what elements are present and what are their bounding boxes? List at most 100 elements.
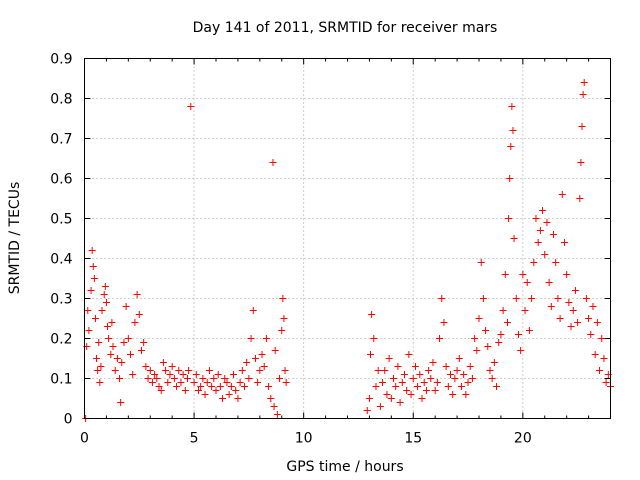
- data-point: [539, 207, 547, 214]
- data-point: [471, 335, 479, 342]
- data-point: [482, 327, 490, 334]
- data-point: [396, 399, 404, 406]
- data-point: [477, 259, 485, 266]
- data-point: [558, 191, 566, 198]
- data-point: [571, 287, 579, 294]
- data-point: [569, 307, 577, 314]
- data-point: [376, 403, 384, 410]
- data-point: [596, 367, 604, 374]
- y-tick-label: 0.2: [50, 332, 72, 348]
- data-point: [88, 247, 96, 254]
- data-point: [534, 239, 542, 246]
- data-point: [374, 367, 382, 374]
- data-point: [267, 395, 275, 402]
- data-point: [104, 323, 112, 330]
- data-point: [427, 375, 435, 382]
- y-tick-label: 0.5: [50, 212, 72, 228]
- data-point: [405, 351, 413, 358]
- data-point: [418, 395, 426, 402]
- data-point: [431, 387, 439, 394]
- data-point: [598, 335, 606, 342]
- y-tick-label: 0.9: [50, 52, 72, 68]
- data-point: [270, 403, 278, 410]
- data-point: [90, 275, 98, 282]
- data-point: [577, 159, 585, 166]
- data-point: [453, 367, 461, 374]
- data-point: [497, 331, 505, 338]
- data-point: [260, 363, 268, 370]
- data-point: [278, 327, 286, 334]
- data-points: [82, 79, 614, 422]
- data-point: [383, 391, 391, 398]
- data-point: [177, 379, 185, 386]
- data-point: [203, 379, 211, 386]
- data-point: [113, 355, 121, 362]
- data-point: [499, 307, 507, 314]
- data-point: [425, 367, 433, 374]
- data-point: [506, 175, 514, 182]
- data-point: [151, 371, 159, 378]
- data-point: [574, 319, 582, 326]
- data-point: [95, 339, 103, 346]
- data-point: [89, 263, 97, 270]
- y-tick-label: 0.7: [50, 132, 72, 148]
- data-point: [247, 335, 255, 342]
- data-point: [140, 339, 148, 346]
- data-point: [94, 367, 102, 374]
- data-point: [403, 387, 411, 394]
- data-point: [372, 383, 380, 390]
- data-point: [507, 143, 515, 150]
- data-point: [567, 323, 575, 330]
- data-point: [479, 295, 487, 302]
- data-point: [258, 351, 266, 358]
- data-point: [585, 315, 593, 322]
- data-point: [554, 295, 562, 302]
- data-point: [276, 375, 284, 382]
- data-point: [238, 367, 246, 374]
- data-point: [240, 383, 248, 390]
- data-point: [530, 259, 538, 266]
- data-point: [155, 383, 163, 390]
- y-tick-label: 0.4: [50, 252, 72, 268]
- data-point: [230, 371, 238, 378]
- x-tick-label: 5: [190, 431, 199, 447]
- data-point: [462, 391, 470, 398]
- data-point: [187, 103, 195, 110]
- grid: [84, 58, 611, 419]
- data-point: [550, 231, 558, 238]
- data-point: [129, 371, 137, 378]
- data-point: [556, 315, 564, 322]
- data-point: [164, 379, 172, 386]
- data-point: [543, 219, 551, 226]
- data-point: [493, 383, 501, 390]
- data-point: [370, 335, 378, 342]
- data-point: [440, 319, 448, 326]
- data-point: [219, 395, 227, 402]
- data-point: [122, 303, 130, 310]
- data-point: [111, 367, 119, 374]
- data-point: [184, 375, 192, 382]
- data-point: [194, 387, 202, 394]
- data-point: [214, 371, 222, 378]
- data-point: [181, 387, 189, 394]
- data-point: [102, 299, 110, 306]
- data-point: [514, 331, 522, 338]
- data-point: [118, 359, 126, 366]
- y-tick-label: 0.8: [50, 92, 72, 108]
- data-point: [279, 295, 287, 302]
- data-point: [232, 387, 240, 394]
- data-point: [223, 379, 231, 386]
- data-point: [466, 363, 474, 370]
- data-point: [109, 343, 117, 350]
- data-point: [208, 383, 216, 390]
- data-point: [148, 379, 156, 386]
- data-point: [225, 391, 233, 398]
- data-point: [387, 395, 395, 402]
- data-point: [91, 315, 99, 322]
- data-point: [98, 307, 106, 314]
- data-point: [168, 363, 176, 370]
- data-point: [87, 287, 95, 294]
- data-point: [282, 379, 290, 386]
- data-point: [510, 235, 518, 242]
- data-point: [84, 307, 92, 314]
